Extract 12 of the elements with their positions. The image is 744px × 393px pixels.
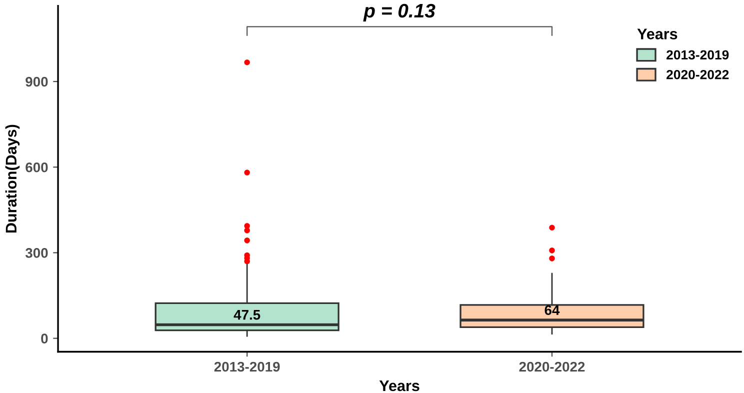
annotation: 47.5	[234, 310, 260, 320]
legend-label: 2020-2022	[666, 70, 729, 80]
legend-label: 2013-2019	[666, 50, 729, 60]
y-tick-label: 600	[26, 162, 48, 172]
y-tick-label: 900	[26, 76, 48, 87]
y-tick-label: 0	[41, 334, 48, 344]
annotation: p = 0.13	[363, 4, 436, 22]
x-axis-title: Years	[637, 28, 678, 40]
y-tick-label: 300	[25, 248, 48, 258]
legend-title: Years	[379, 380, 420, 392]
y-axis-title: Duration(Days)	[5, 124, 20, 233]
annotation: 64	[544, 305, 560, 316]
